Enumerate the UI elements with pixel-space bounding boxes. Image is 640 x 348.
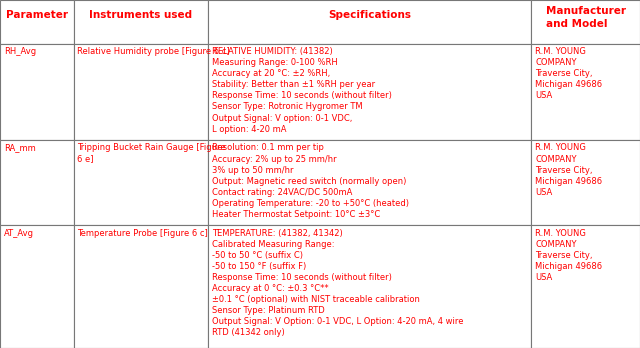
Bar xyxy=(0,44,74,140)
Bar xyxy=(74,140,208,225)
Bar xyxy=(74,44,208,140)
Text: Specifications: Specifications xyxy=(328,10,411,20)
Bar xyxy=(0,140,74,225)
Bar xyxy=(0,225,74,348)
Text: AT_Avg: AT_Avg xyxy=(4,229,34,238)
Text: Parameter: Parameter xyxy=(6,10,68,20)
Text: Resolution: 0.1 mm per tip
Accuracy: 2% up to 25 mm/hr
3% up to 50 mm/hr
Output:: Resolution: 0.1 mm per tip Accuracy: 2% … xyxy=(212,143,409,219)
Bar xyxy=(531,44,640,140)
Bar xyxy=(74,0,208,44)
Bar xyxy=(531,0,640,44)
Text: Tripping Bucket Rain Gauge [Figure
6 e]: Tripping Bucket Rain Gauge [Figure 6 e] xyxy=(77,143,226,164)
Text: RELATIVE HUMIDITY: (41382)
Measuring Range: 0-100 %RH
Accuracy at 20 °C: ±2 %RH,: RELATIVE HUMIDITY: (41382) Measuring Ran… xyxy=(212,47,392,134)
Bar xyxy=(208,44,531,140)
Text: R.M. YOUNG
COMPANY
Traverse City,
Michigan 49686
USA: R.M. YOUNG COMPANY Traverse City, Michig… xyxy=(535,47,602,100)
Text: R.M. YOUNG
COMPANY
Traverse City,
Michigan 49686
USA: R.M. YOUNG COMPANY Traverse City, Michig… xyxy=(535,229,602,282)
Bar xyxy=(208,140,531,225)
Bar xyxy=(208,0,531,44)
Text: Manufacturer
and Model: Manufacturer and Model xyxy=(545,6,626,29)
Bar xyxy=(0,0,74,44)
Bar xyxy=(208,225,531,348)
Bar xyxy=(74,225,208,348)
Text: R.M. YOUNG
COMPANY
Traverse City,
Michigan 49686
USA: R.M. YOUNG COMPANY Traverse City, Michig… xyxy=(535,143,602,197)
Bar xyxy=(531,225,640,348)
Text: TEMPERATURE: (41382, 41342)
Calibrated Measuring Range:
-50 to 50 °C (suffix C)
: TEMPERATURE: (41382, 41342) Calibrated M… xyxy=(212,229,463,338)
Text: Relative Humidity probe [Figure 6 c]: Relative Humidity probe [Figure 6 c] xyxy=(77,47,230,56)
Text: RA_mm: RA_mm xyxy=(4,143,36,152)
Text: Instruments used: Instruments used xyxy=(89,10,193,20)
Bar xyxy=(531,140,640,225)
Text: Temperature Probe [Figure 6 c]: Temperature Probe [Figure 6 c] xyxy=(77,229,208,238)
Text: RH_Avg: RH_Avg xyxy=(4,47,36,56)
